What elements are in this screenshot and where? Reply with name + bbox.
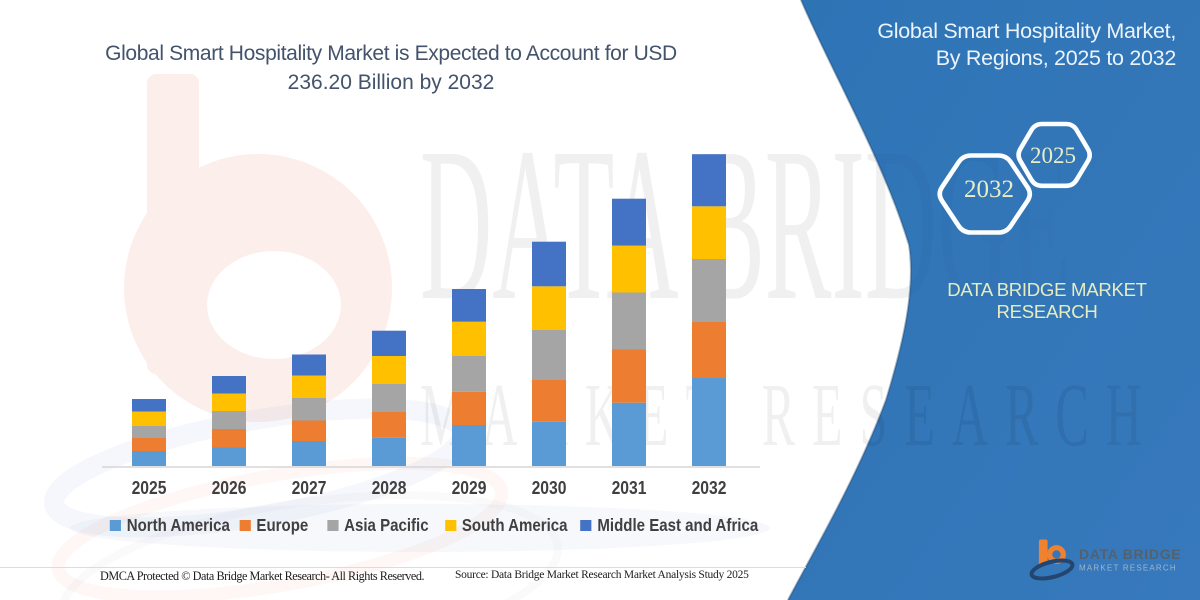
svg-text:MARKET RESEARCH: MARKET RESEARCH xyxy=(1079,564,1177,573)
svg-text:DATA BRIDGE: DATA BRIDGE xyxy=(1079,546,1181,562)
